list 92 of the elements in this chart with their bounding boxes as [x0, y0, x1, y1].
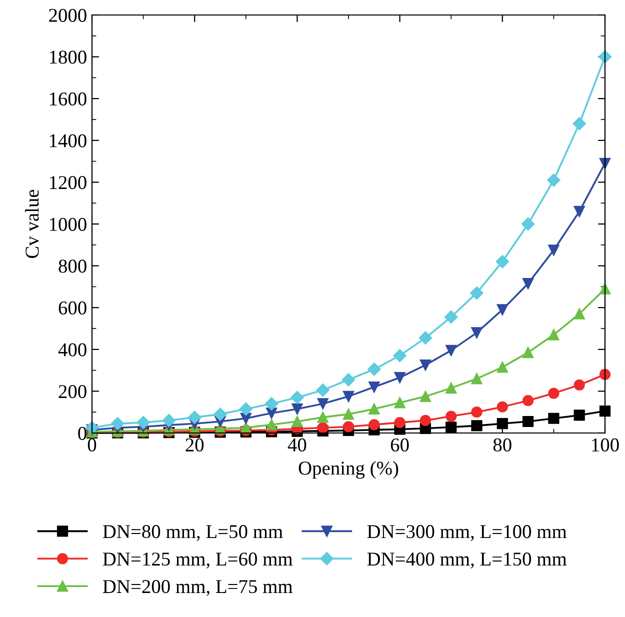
- point: [368, 403, 380, 415]
- x-tick-label: 40: [288, 438, 306, 452]
- point: [599, 283, 611, 294]
- legend-label: DN=125 mm, L=60 mm: [102, 552, 293, 568]
- point: [599, 158, 611, 169]
- point: [420, 360, 432, 371]
- point: [240, 422, 252, 434]
- x-tick-label: 60: [390, 438, 409, 452]
- y-tick-label: 1800: [50, 50, 86, 64]
- point: [547, 174, 560, 187]
- legend-label: DN=300 mm, L=100 mm: [367, 525, 567, 541]
- point: [394, 416, 406, 428]
- point: [471, 420, 482, 432]
- point: [496, 401, 508, 412]
- y-tick-label: 0: [78, 426, 86, 440]
- y-axis-title: Cv value: [25, 190, 39, 258]
- y-tick-label: 1600: [50, 92, 86, 106]
- point: [317, 422, 328, 434]
- point: [264, 397, 278, 410]
- point: [420, 390, 432, 402]
- point: [342, 373, 356, 386]
- point: [316, 384, 330, 397]
- point: [290, 390, 304, 404]
- point: [496, 418, 508, 430]
- x-tick-label: 100: [592, 438, 619, 452]
- y-tick-label: 400: [58, 343, 86, 356]
- point: [548, 329, 560, 340]
- legend-label: DN=80 mm, L=50 mm: [102, 525, 283, 541]
- point: [420, 414, 432, 426]
- point: [368, 419, 380, 430]
- point: [470, 286, 484, 300]
- y-tick-label: 1400: [50, 134, 86, 148]
- x-tick-label: 80: [493, 438, 512, 452]
- point: [111, 417, 124, 430]
- point: [496, 362, 508, 373]
- point: [496, 304, 508, 316]
- x-axis-title: Opening (%): [298, 461, 398, 479]
- y-tick-label: 200: [58, 385, 86, 398]
- point: [394, 372, 406, 384]
- point: [317, 398, 328, 410]
- point: [342, 390, 354, 402]
- point: [496, 255, 509, 268]
- point: [598, 50, 612, 64]
- point: [548, 388, 560, 399]
- point: [239, 402, 252, 416]
- point: [522, 278, 534, 290]
- point: [548, 412, 560, 424]
- point: [394, 397, 406, 408]
- point: [548, 244, 560, 256]
- point: [522, 395, 534, 406]
- x-tick-label: 20: [186, 438, 204, 452]
- point: [266, 419, 278, 430]
- point: [446, 382, 457, 394]
- point: [572, 117, 586, 130]
- point: [214, 408, 227, 421]
- point: [446, 422, 457, 433]
- point: [446, 344, 457, 356]
- point: [574, 379, 585, 390]
- point: [599, 406, 611, 417]
- point: [368, 381, 380, 393]
- legend-label: DN=400 mm, L=150 mm: [367, 552, 567, 568]
- y-tick-label: 800: [58, 260, 86, 273]
- point: [522, 416, 534, 428]
- point: [471, 327, 482, 338]
- point: [342, 421, 354, 432]
- point: [292, 416, 303, 428]
- x-tick-label: 0: [88, 438, 96, 452]
- point: [317, 412, 328, 423]
- y-tick-label: 600: [58, 301, 86, 315]
- point: [393, 349, 406, 362]
- point: [85, 421, 99, 434]
- point: [342, 408, 354, 420]
- y-tick-label: 1000: [50, 218, 86, 231]
- point: [574, 206, 585, 218]
- point: [599, 368, 611, 380]
- point: [368, 362, 381, 376]
- legend-label: DN=200 mm, L=75 mm: [102, 580, 293, 596]
- point: [574, 410, 585, 421]
- point: [574, 308, 585, 320]
- point: [292, 403, 303, 415]
- point: [471, 373, 482, 384]
- point: [418, 331, 432, 344]
- point: [522, 346, 534, 358]
- y-tick-label: 1200: [50, 176, 86, 190]
- point: [444, 310, 458, 324]
- point: [446, 410, 457, 422]
- y-tick-label: 2000: [49, 8, 86, 22]
- point: [471, 406, 482, 418]
- point: [162, 414, 176, 428]
- point: [188, 410, 202, 424]
- point: [521, 217, 535, 231]
- point: [136, 416, 150, 430]
